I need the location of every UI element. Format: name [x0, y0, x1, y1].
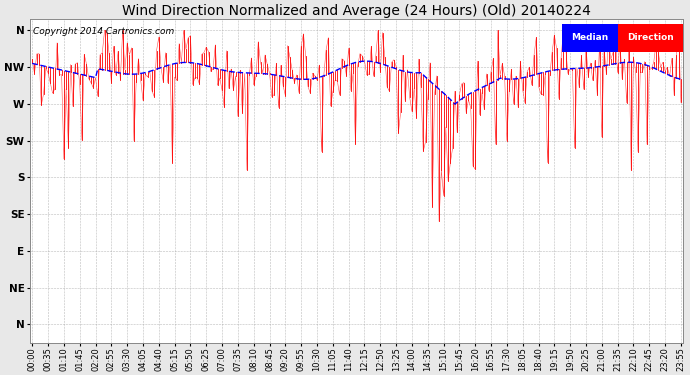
FancyBboxPatch shape — [618, 24, 683, 52]
Text: Copyright 2014 Cartronics.com: Copyright 2014 Cartronics.com — [33, 27, 175, 36]
FancyBboxPatch shape — [562, 24, 618, 52]
Text: Direction: Direction — [627, 33, 674, 42]
Title: Wind Direction Normalized and Average (24 Hours) (Old) 20140224: Wind Direction Normalized and Average (2… — [122, 4, 591, 18]
Text: Median: Median — [571, 33, 609, 42]
